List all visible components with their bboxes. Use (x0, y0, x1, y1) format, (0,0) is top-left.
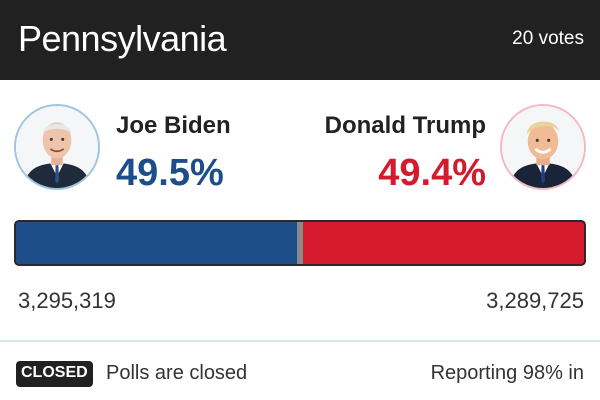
state-header: Pennsylvania 20 votes (0, 0, 600, 80)
candidate-name-biden: Joe Biden (116, 112, 231, 139)
vote-count-biden: 3,295,319 (18, 288, 116, 313)
trump-avatar (500, 104, 586, 190)
candidate-percent-trump: 49.4% (378, 152, 486, 194)
candidate-portrait-icon (16, 106, 98, 188)
state-name: Pennsylvania (18, 18, 227, 59)
status-text: Polls are closed (106, 362, 248, 384)
divider (0, 340, 600, 342)
vote-share-bar-biden (16, 222, 298, 264)
candidate-name-trump: Donald Trump (324, 112, 486, 139)
biden-avatar (14, 104, 100, 190)
status-badge: CLOSED (16, 361, 93, 387)
vote-share-bar-other (297, 222, 304, 264)
vote-count-trump: 3,289,725 (486, 288, 584, 313)
vote-share-bar (14, 220, 586, 266)
reporting-status: Reporting 98% in (430, 362, 584, 384)
candidate-percent-biden: 49.5% (116, 152, 224, 194)
candidate-portrait-icon (502, 106, 584, 188)
electoral-votes: 20 votes (512, 28, 584, 49)
